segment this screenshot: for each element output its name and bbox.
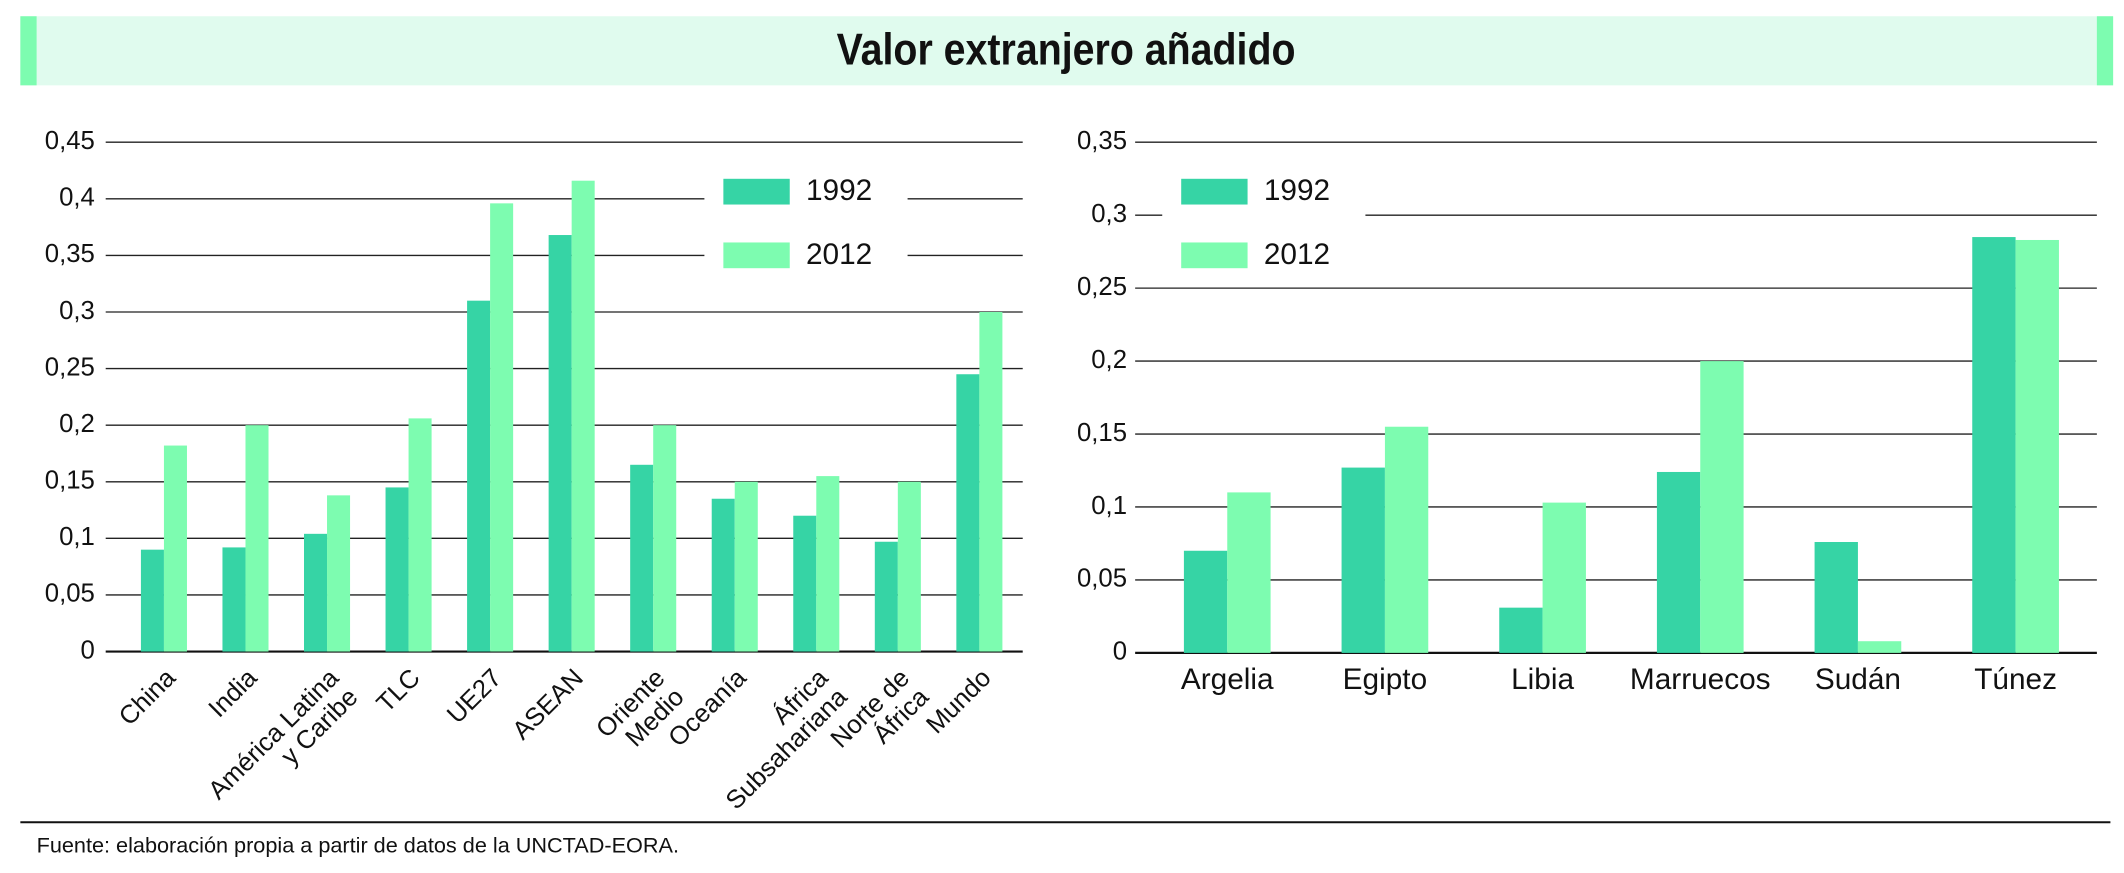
bar (467, 300, 491, 652)
bar (304, 533, 328, 652)
y-tick-label: 0,4 (59, 184, 95, 212)
bar (571, 180, 595, 652)
bar (956, 374, 980, 652)
y-tick-label: 0,05 (1077, 565, 1127, 593)
title-band (20, 16, 2114, 86)
legend-label: 2012 (1264, 238, 1330, 271)
bar (1972, 237, 2016, 653)
y-tick-label: 0,3 (1091, 200, 1127, 228)
bar (897, 481, 921, 652)
title-cap (20, 16, 37, 86)
legend-label: 1992 (1264, 174, 1330, 207)
bar (490, 203, 514, 652)
bar (979, 311, 1003, 652)
bar (1183, 550, 1228, 653)
bar (245, 425, 269, 652)
y-tick-label: 0,25 (1077, 273, 1127, 301)
title: Valor extranjero añadido (837, 24, 1296, 74)
bar (1656, 471, 1701, 653)
bar (385, 487, 409, 652)
bar (734, 481, 758, 652)
y-tick-label: 0,2 (59, 410, 95, 438)
bar (816, 476, 840, 652)
bar (1384, 426, 1429, 653)
x-tick-label: OrienteMedio (591, 664, 690, 763)
y-tick-label: 0,35 (1077, 127, 1127, 155)
bar (1700, 361, 1744, 653)
legend-swatch (723, 242, 790, 269)
x-tick-label: Argelia (1181, 663, 1274, 696)
y-tick-label: 0,1 (1091, 492, 1127, 520)
bar (711, 498, 735, 652)
bar (1857, 641, 1902, 653)
bar (793, 515, 817, 652)
x-tick-label: China (114, 663, 182, 731)
y-tick-label: 0,3 (59, 297, 95, 325)
legend-label: 1992 (806, 174, 872, 207)
x-tick-label: Túnez (1974, 663, 2057, 696)
legend-swatch (1181, 242, 1248, 269)
source: Fuente: elaboración propia a partir de d… (37, 832, 679, 857)
y-tick-label: 0,1 (59, 523, 95, 551)
x-tick-label: Egipto (1343, 663, 1427, 696)
bar (653, 425, 677, 652)
x-tick-label: TLC (372, 664, 426, 718)
legend-label: 2012 (806, 238, 872, 271)
title-cap (2096, 16, 2114, 86)
bar (1814, 542, 1858, 653)
bar (1542, 502, 1586, 653)
legend-swatch (1181, 178, 1248, 205)
y-tick-label: 0,05 (45, 580, 95, 608)
y-tick-label: 0,45 (45, 127, 95, 155)
y-tick-label: 0 (1113, 638, 1127, 666)
x-tick-label: ASEAN (507, 664, 588, 745)
bar (1499, 607, 1543, 653)
legend-swatch (723, 178, 790, 205)
y-tick-label: 0 (81, 636, 95, 664)
bar (548, 235, 572, 652)
x-tick-label: India (203, 663, 263, 723)
y-tick-label: 0,25 (45, 353, 95, 381)
bar (1227, 492, 1271, 653)
bar (140, 549, 164, 652)
bar (874, 541, 898, 652)
bar (630, 464, 654, 652)
bar (163, 445, 187, 652)
y-tick-label: 0,2 (1091, 346, 1127, 374)
y-tick-label: 0,15 (45, 467, 95, 495)
x-tick-label: UE27 (442, 664, 507, 729)
bar (222, 547, 246, 652)
y-tick-label: 0,15 (1077, 419, 1127, 447)
bar (408, 418, 432, 652)
bar (2015, 239, 2059, 653)
x-tick-label: Sudán (1815, 663, 1901, 696)
bar (1341, 467, 1385, 653)
x-tick-label: Libia (1511, 663, 1574, 696)
y-tick-label: 0,35 (45, 240, 95, 268)
bar (327, 495, 351, 652)
x-tick-label: Norte deÁfrica (825, 663, 934, 772)
x-tick-label: Marruecos (1630, 663, 1771, 696)
